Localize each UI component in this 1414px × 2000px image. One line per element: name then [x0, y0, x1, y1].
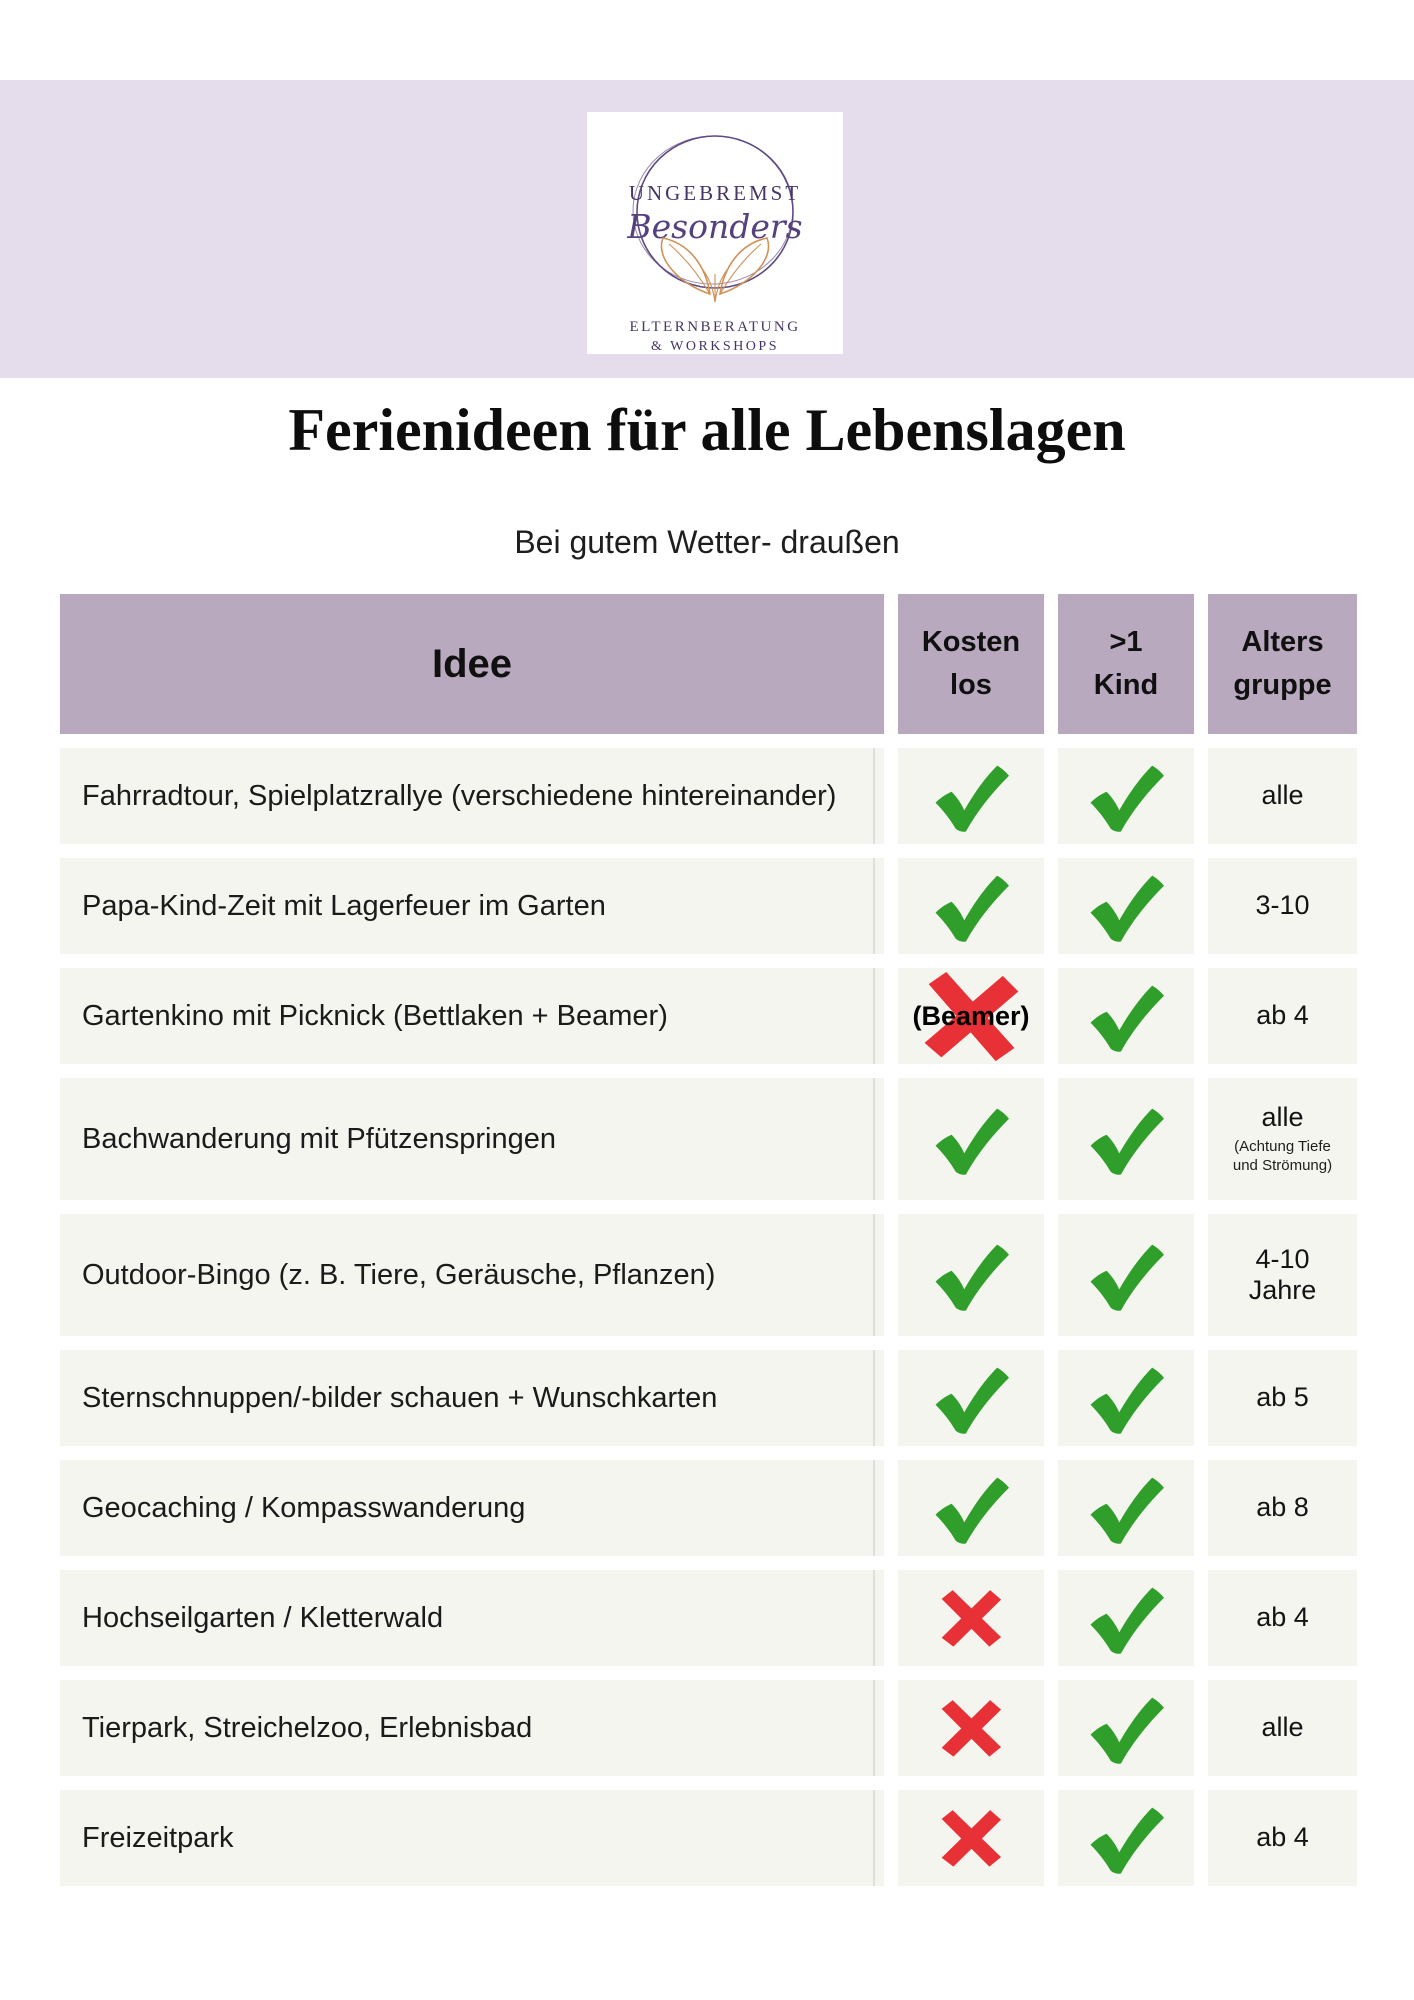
table-row: Freizeitpark ab 4 [60, 1790, 1357, 1886]
idea-cell: Papa-Kind-Zeit mit Lagerfeuer im Garten [60, 858, 884, 954]
table-header-row: Idee Kosten los >1 Kind Alters gruppe [60, 594, 1357, 734]
check-icon [1090, 985, 1164, 1052]
age-value: ab 8 [1256, 1492, 1309, 1523]
age-value: 4-10 Jahre [1248, 1243, 1317, 1305]
age-cell: alle (Achtung Tiefe und Strömung) [1208, 1078, 1357, 1200]
kostenlos-mark [898, 1078, 1044, 1200]
kostenlos-mark [898, 1214, 1044, 1336]
kind-mark [1058, 858, 1194, 954]
table-row: Fahrradtour, Spielplatzrallye (verschied… [60, 748, 1357, 844]
header-kind: >1 Kind [1093, 625, 1159, 702]
age-value: ab 4 [1256, 1000, 1309, 1031]
table-row: Sternschnuppen/-bilder schauen + Wunschk… [60, 1350, 1357, 1446]
age-cell: 3-10 [1208, 858, 1357, 954]
check-icon [1090, 1807, 1164, 1874]
age-cell: ab 8 [1208, 1460, 1357, 1556]
logo-graphic: UNGEBREMST Besonders ELTERNBERATUNG & WO… [626, 135, 803, 354]
age-note: (Achtung Tiefe und Strömung) [1232, 1137, 1333, 1175]
idea-cell: Tierpark, Streichelzoo, Erlebnisbad [60, 1680, 884, 1776]
table-row: Bachwanderung mit Pfützenspringen alle (A… [60, 1078, 1357, 1200]
kind-mark [1058, 1460, 1194, 1556]
idea-cell: Hochseilgarten / Kletterwald [60, 1570, 884, 1666]
table-row: Hochseilgarten / Kletterwald ab 4 [60, 1570, 1357, 1666]
kostenlos-mark [898, 1570, 1044, 1666]
kostenlos-mark [898, 858, 1044, 954]
kostenlos-mark: (Beamer) [898, 968, 1044, 1064]
cross-icon [924, 971, 1019, 1062]
age-cell: ab 4 [1208, 968, 1357, 1064]
check-icon [935, 1367, 1009, 1434]
check-icon [1090, 1367, 1164, 1434]
kostenlos-mark [898, 1680, 1044, 1776]
kind-mark [1058, 968, 1194, 1064]
table-row: Papa-Kind-Zeit mit Lagerfeuer im Garten … [60, 858, 1357, 954]
check-icon [1090, 1244, 1164, 1311]
age-value: ab 4 [1256, 1602, 1309, 1633]
age-cell: alle [1208, 748, 1357, 844]
brand-name: UNGEBREMST [629, 181, 801, 205]
check-icon [1090, 1697, 1164, 1764]
kind-mark [1058, 1078, 1194, 1200]
age-value: alle [1261, 1712, 1304, 1743]
kind-mark [1058, 1350, 1194, 1446]
idea-cell: Sternschnuppen/-bilder schauen + Wunschk… [60, 1350, 884, 1446]
table-row: Gartenkino mit Picknick (Bettlaken + Bea… [60, 968, 1357, 1064]
kostenlos-mark [898, 1460, 1044, 1556]
cross-icon [941, 1810, 1002, 1867]
check-icon [1090, 1587, 1164, 1654]
brand-script: Besonders [626, 207, 802, 246]
page-subtitle: Bei gutem Wetter- draußen [514, 524, 900, 560]
age-value: ab 4 [1256, 1822, 1309, 1853]
page-title: Ferienideen für alle Lebenslagen [288, 397, 1126, 463]
table-row: Outdoor-Bingo (z. B. Tiere, Geräusche, P… [60, 1214, 1357, 1336]
kind-mark [1058, 1790, 1194, 1886]
age-value: ab 5 [1256, 1382, 1309, 1413]
cross-icon [941, 1590, 1002, 1647]
kind-mark [1058, 1570, 1194, 1666]
kostenlos-mark [898, 748, 1044, 844]
age-cell: ab 5 [1208, 1350, 1357, 1446]
check-icon [935, 1477, 1009, 1544]
age-cell: alle [1208, 1680, 1357, 1776]
age-value: alle [1261, 1102, 1304, 1133]
idea-cell: Bachwanderung mit Pfützenspringen [60, 1078, 884, 1200]
brand-logo: UNGEBREMST Besonders ELTERNBERATUNG & WO… [587, 112, 843, 354]
idea-cell: Gartenkino mit Picknick (Bettlaken + Bea… [60, 968, 884, 1064]
cross-icon [941, 1700, 1002, 1757]
kind-mark [1058, 748, 1194, 844]
kostenlos-mark [898, 1350, 1044, 1446]
age-cell: 4-10 Jahre [1208, 1214, 1357, 1336]
header-idea: Idee [60, 594, 884, 734]
brand-tagline-line2: & WORKSHOPS [651, 339, 779, 354]
kind-mark [1058, 1680, 1194, 1776]
kind-mark [1058, 1214, 1194, 1336]
brand-tagline-line1: ELTERNBERATUNG [629, 319, 800, 335]
check-icon [935, 765, 1009, 832]
age-value: alle [1261, 780, 1304, 811]
age-cell: ab 4 [1208, 1790, 1357, 1886]
idea-cell: Outdoor-Bingo (z. B. Tiere, Geräusche, P… [60, 1214, 884, 1336]
table-row: Geocaching / Kompasswanderung ab 8 [60, 1460, 1357, 1556]
age-cell: ab 4 [1208, 1570, 1357, 1666]
leaves-icon [660, 237, 770, 303]
check-icon [935, 1244, 1009, 1311]
header-altersgruppe: Alters gruppe [1233, 625, 1332, 702]
check-icon [935, 1108, 1009, 1175]
check-icon [1090, 1108, 1164, 1175]
beamer-label: (Beamer) [912, 1000, 1030, 1031]
age-value: 3-10 [1255, 890, 1310, 921]
table-row: Tierpark, Streichelzoo, Erlebnisbad alle [60, 1680, 1357, 1776]
check-icon [1090, 765, 1164, 832]
check-icon [1090, 875, 1164, 942]
idea-cell: Freizeitpark [60, 1790, 884, 1886]
ideas-table: Idee Kosten los >1 Kind Alters gruppe Fa… [60, 594, 1357, 1886]
check-icon [1090, 1477, 1164, 1544]
header-kostenlos: Kosten los [921, 625, 1021, 702]
idea-cell: Geocaching / Kompasswanderung [60, 1460, 884, 1556]
check-icon [935, 875, 1009, 942]
idea-cell: Fahrradtour, Spielplatzrallye (verschied… [60, 748, 884, 844]
kostenlos-mark [898, 1790, 1044, 1886]
